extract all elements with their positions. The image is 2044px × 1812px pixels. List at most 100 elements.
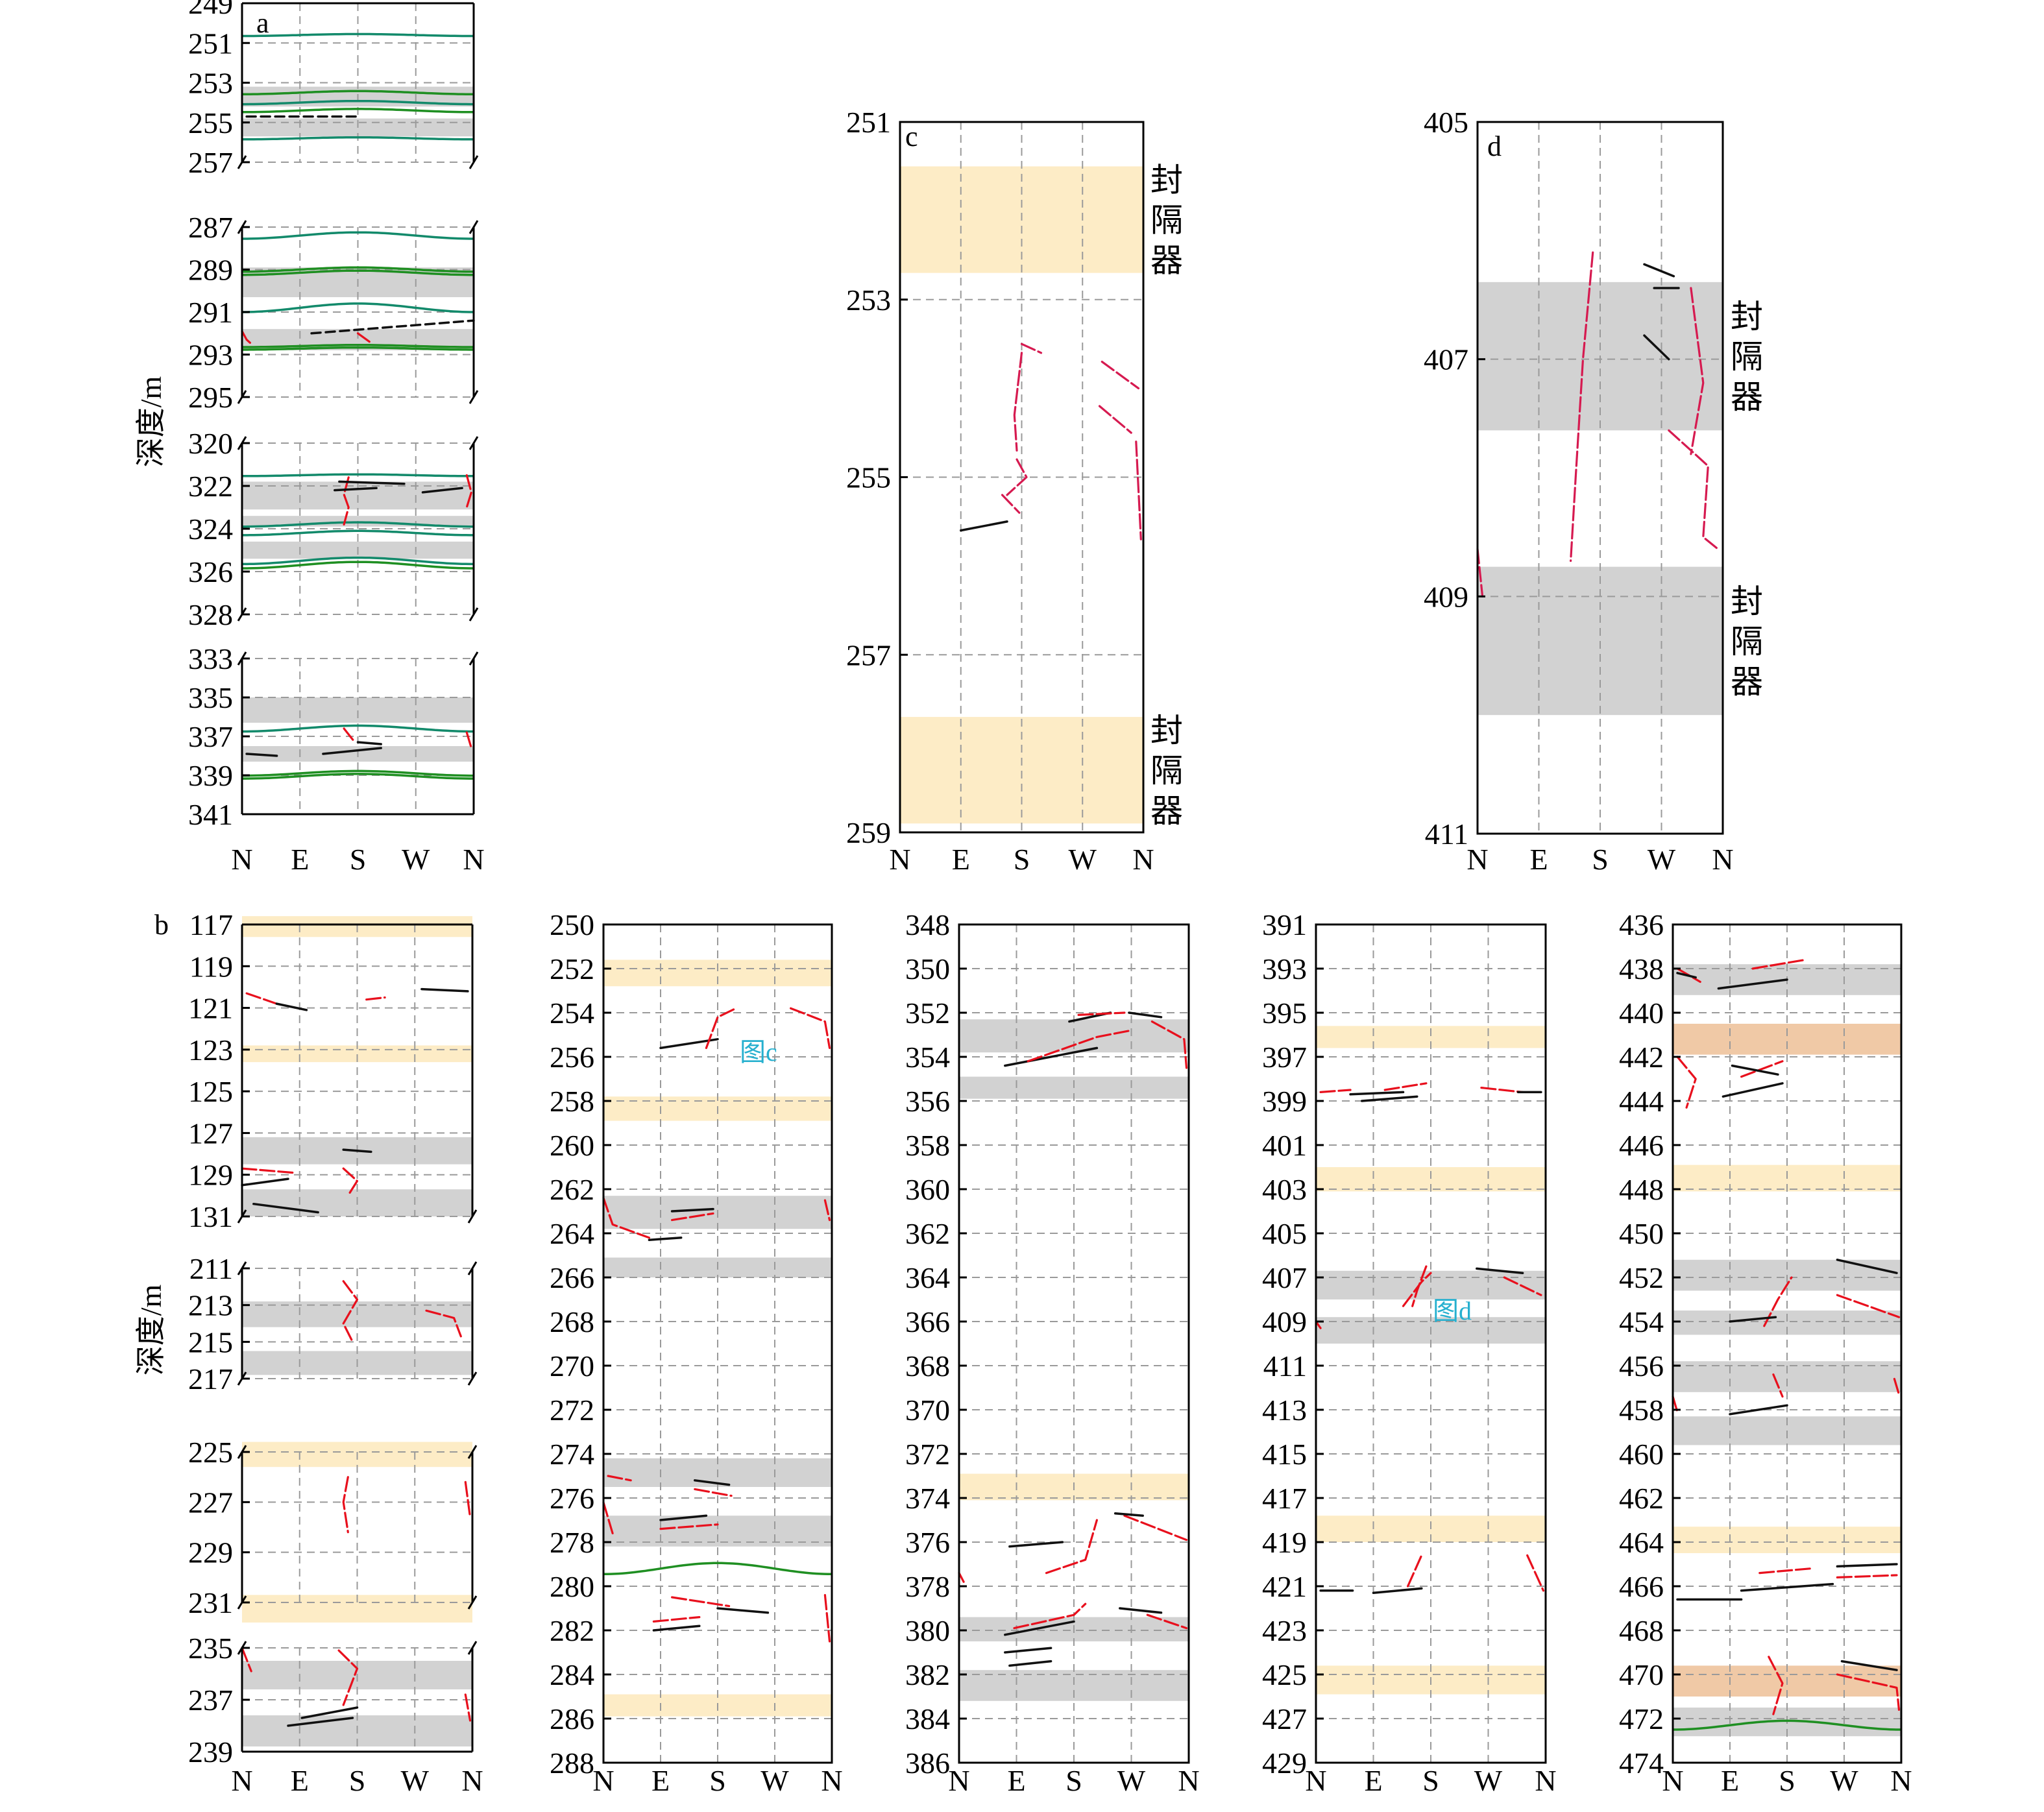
fracture-trace-b3-s0-8 — [1123, 1514, 1188, 1541]
ytick-label: 255 — [188, 106, 233, 139]
bedding-sinusoid-a-s0-4 — [242, 136, 474, 141]
fracture-trace-b5-s0-5 — [1722, 1082, 1784, 1098]
axis-break-mark — [468, 651, 479, 666]
fracture-trace-b5-s0-11 — [1836, 1259, 1898, 1274]
ytick-label: 322 — [188, 470, 233, 503]
ytick-label: 405 — [1262, 1217, 1307, 1250]
fracture-trace-c-s0-7 — [1135, 441, 1142, 540]
ytick-label: 270 — [550, 1349, 594, 1383]
ytick-label: 288 — [550, 1746, 594, 1780]
xtick-label: N — [592, 1764, 614, 1797]
xtick-label: N — [1178, 1764, 1199, 1797]
fracture-trace-a-s1-0 — [310, 319, 475, 335]
bedding-sinusoid-a-s2-4 — [242, 556, 474, 566]
ytick-label: 372 — [905, 1438, 950, 1471]
ytick-label: 393 — [1262, 952, 1307, 985]
ytick-label: 448 — [1619, 1173, 1664, 1206]
ytick-label: 213 — [188, 1289, 233, 1322]
bedding-sinusoid-a-s2-1 — [242, 521, 474, 528]
bedding-sinusoid-a-s0-2 — [242, 99, 474, 106]
ytick-label: 252 — [550, 952, 594, 985]
fracture-trace-d-s0-0 — [1570, 251, 1594, 562]
fracture-trace-a-s2-0 — [343, 476, 350, 526]
callout-fig-d: 图d — [1433, 1296, 1472, 1325]
bedding-sinusoid-a-s1-4 — [242, 344, 474, 348]
ytick-label: 456 — [1619, 1349, 1664, 1383]
ytick-label: 123 — [188, 1033, 233, 1067]
fracture-trace-a-s3-4 — [245, 753, 278, 757]
ytick-label: 237 — [188, 1684, 233, 1717]
ytick-label: 121 — [188, 992, 233, 1025]
band-layer — [242, 86, 1901, 1746]
panel-letter-b1: b — [154, 909, 169, 941]
ytick-label: 474 — [1619, 1746, 1664, 1780]
ytick-label: 442 — [1619, 1041, 1664, 1074]
bedding-sinusoid-a-s3-1 — [242, 769, 474, 777]
ytick-label: 454 — [1619, 1305, 1664, 1338]
packer-label-char: 器 — [1731, 379, 1763, 415]
fracture-trace-b4-s0-4 — [1480, 1086, 1524, 1094]
band-gray-d-s0-1 — [1478, 566, 1723, 716]
ytick-label: 460 — [1619, 1438, 1664, 1471]
fracture-trace-b5-s0-19 — [1836, 1563, 1898, 1568]
xtick-label: W — [1830, 1764, 1858, 1797]
xtick-label: N — [1535, 1764, 1556, 1797]
packer-label-char: 隔 — [1731, 339, 1763, 375]
packer-label-char: 封 — [1731, 583, 1763, 620]
fracture-trace-b1-s0-1 — [275, 1002, 308, 1011]
ytick-label: 466 — [1619, 1570, 1664, 1603]
fracture-trace-a-s1-2 — [356, 332, 371, 343]
ytick-label: 125 — [188, 1075, 233, 1108]
ytick-label: 409 — [1262, 1305, 1307, 1338]
fracture-trace-b2-s0-18 — [823, 1594, 831, 1643]
fracture-trace-b5-s0-14 — [1893, 1377, 1901, 1395]
packer-label-char: 隔 — [1731, 623, 1763, 660]
bedding-sinusoid-a-s1-3 — [242, 302, 474, 313]
axis-break-mark — [467, 1445, 478, 1459]
ytick-label: 227 — [188, 1486, 233, 1519]
fracture-trace-a-s3-3 — [465, 731, 473, 749]
xtick-label: E — [1007, 1764, 1025, 1797]
fracture-trace-a-s2-2 — [338, 480, 406, 485]
fracture-trace-b5-s0-6 — [1740, 1060, 1784, 1078]
ytick-label: 286 — [550, 1702, 594, 1735]
bedding-sinusoid-a-s2-2 — [242, 529, 474, 537]
packer-label-char: 封 — [1731, 298, 1763, 335]
ytick-label: 376 — [905, 1526, 950, 1559]
ytick-label: 235 — [188, 1632, 233, 1665]
xtick-label: N — [463, 843, 484, 876]
ytick-label: 405 — [1424, 106, 1468, 139]
fracture-trace-b1-s0-7 — [342, 1148, 372, 1154]
fracture-trace-b2-s0-15 — [716, 1607, 770, 1614]
panel-letter-c: c — [905, 121, 918, 152]
fracture-trace-b3-s0-14 — [1008, 1660, 1052, 1667]
ytick-label: 413 — [1262, 1394, 1307, 1427]
ytick-label: 229 — [188, 1536, 233, 1569]
axis-break-mark — [467, 1371, 478, 1386]
fracture-trace-c-s0-3 — [1001, 494, 1021, 514]
xtick-label: N — [461, 1764, 483, 1797]
panel-frame-b4-s0 — [1315, 923, 1547, 1764]
panel-frame-b3-s0 — [958, 923, 1190, 1764]
ytick-label: 217 — [188, 1362, 233, 1395]
ytick-label: 276 — [550, 1482, 594, 1515]
fracture-trace-b3-s0-9 — [1113, 1512, 1144, 1517]
ytick-label: 255 — [846, 461, 891, 494]
fracture-trace-b5-s0-17 — [1740, 1582, 1834, 1592]
fracture-trace-b3-s0-3 — [1077, 1011, 1126, 1017]
fracture-trace-b2-s0-9 — [602, 1501, 614, 1534]
ytick-label: 251 — [846, 106, 891, 139]
fracture-trace-b5-s0-13 — [1729, 1404, 1788, 1416]
ytick-label: 452 — [1619, 1261, 1664, 1294]
xtick-label: S — [1014, 843, 1030, 876]
fracture-trace-b1-s2-1 — [464, 1480, 472, 1519]
fracture-trace-d-s0-3 — [1643, 263, 1675, 278]
ytick-label: 272 — [550, 1394, 594, 1427]
fracture-trace-b5-s0-18 — [1758, 1567, 1811, 1575]
axis-break-mark — [467, 1209, 478, 1224]
ytick-label: 446 — [1619, 1129, 1664, 1162]
fracture-trace-b2-s0-13 — [659, 1523, 719, 1530]
xtick-label: W — [1474, 1764, 1503, 1797]
fracture-trace-b4-s0-8 — [1476, 1267, 1524, 1274]
